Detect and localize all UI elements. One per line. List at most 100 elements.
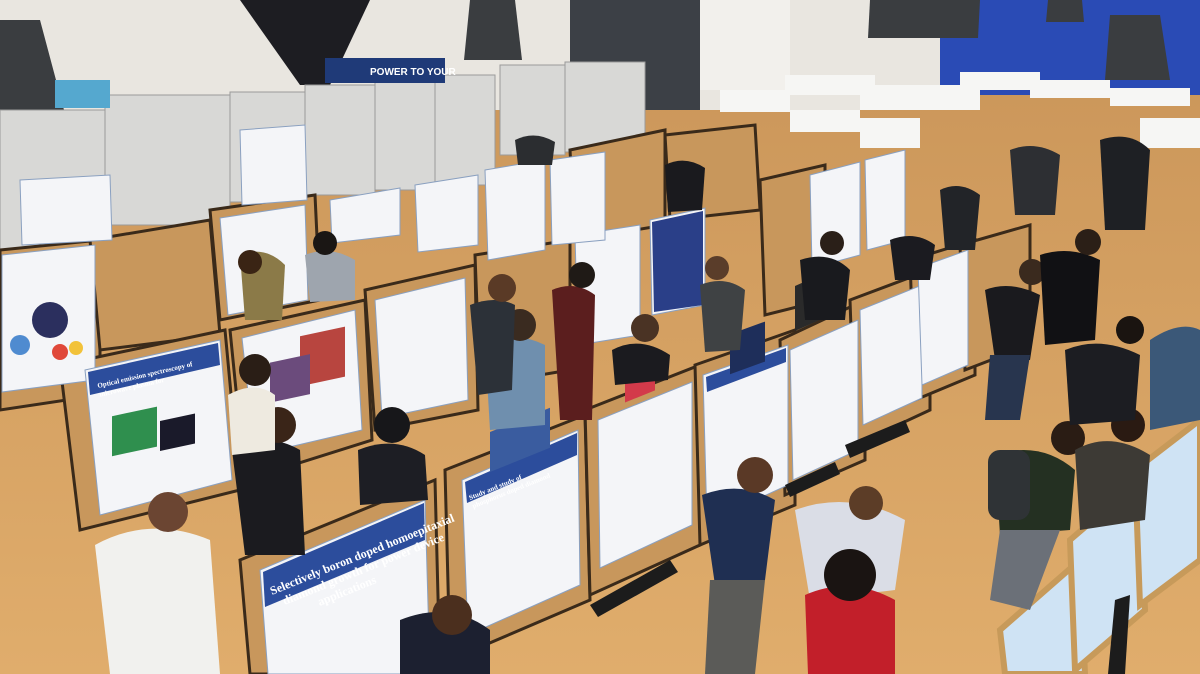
poster-figure (32, 302, 68, 338)
people (95, 135, 1200, 674)
tube (845, 420, 910, 458)
tube (785, 462, 840, 497)
poster-sheet (917, 249, 969, 386)
people (1065, 343, 1140, 425)
poster-sheet (484, 159, 546, 261)
banner-text: POWER TO YOUR (370, 67, 457, 78)
banner-box (55, 80, 110, 108)
right-board (996, 553, 1089, 674)
people (702, 488, 775, 585)
poster-header (706, 348, 786, 392)
people (985, 286, 1040, 360)
people (239, 354, 271, 386)
people (95, 528, 220, 674)
people (824, 549, 876, 601)
poster-header (652, 211, 703, 312)
people (313, 231, 337, 255)
poster-figure (112, 406, 157, 457)
people (1150, 326, 1200, 430)
people (737, 457, 773, 493)
people (1100, 136, 1150, 230)
room (700, 0, 790, 90)
table (720, 90, 790, 112)
lamp (1105, 15, 1170, 80)
people (552, 286, 595, 420)
back-board (104, 94, 231, 226)
poster-figure (160, 413, 195, 451)
tube (1108, 595, 1130, 674)
poster-figure (52, 344, 68, 360)
table (785, 75, 875, 95)
back-board (434, 74, 496, 186)
poster-figure (270, 354, 310, 403)
back-board (374, 79, 436, 191)
poster-figure (69, 341, 83, 355)
people (890, 236, 935, 280)
poster-sheet (374, 277, 469, 419)
people (1040, 251, 1100, 345)
poster-sheet (597, 381, 693, 569)
back-board (304, 84, 376, 196)
people (820, 231, 844, 255)
people (800, 256, 850, 320)
people (705, 256, 729, 280)
people (1051, 421, 1085, 455)
table (860, 118, 920, 148)
tube (590, 560, 678, 617)
people (985, 355, 1030, 420)
people (1116, 316, 1144, 344)
people (988, 450, 1030, 520)
table (960, 72, 1040, 90)
poster-sheet (859, 284, 923, 426)
poster-header (465, 433, 577, 503)
poster-figure (10, 335, 30, 355)
poster-sheet (864, 149, 906, 251)
poster-sheet (414, 174, 479, 253)
people (488, 274, 516, 302)
poster-sheet (239, 124, 308, 206)
people (374, 407, 410, 443)
people (305, 251, 355, 302)
lamp (464, 0, 522, 60)
people (805, 586, 895, 674)
people (1075, 229, 1101, 255)
tables (720, 72, 1200, 148)
people (432, 595, 472, 635)
poster-header (88, 343, 220, 395)
people (631, 314, 659, 342)
people (228, 387, 275, 455)
table (1140, 118, 1200, 148)
people (470, 300, 515, 395)
lamp (868, 0, 980, 38)
right-board (1131, 416, 1200, 611)
tubes (590, 420, 1130, 674)
people (705, 580, 765, 674)
banner-box (325, 58, 445, 83)
people (569, 262, 595, 288)
people (1019, 259, 1045, 285)
people (700, 281, 745, 352)
people (148, 492, 188, 532)
lamp (1046, 0, 1084, 22)
table (1030, 80, 1110, 98)
poster-sheet (19, 174, 113, 246)
people (358, 443, 428, 505)
table (1110, 88, 1190, 106)
poster-sheet (549, 151, 606, 246)
poster-headers (88, 211, 786, 607)
people (515, 135, 555, 165)
table (790, 110, 860, 132)
poster-sheet (329, 187, 401, 244)
people (238, 250, 262, 274)
people (232, 440, 305, 555)
people (990, 530, 1060, 610)
people (665, 160, 705, 212)
poster-header (263, 503, 425, 607)
poster-figure (300, 326, 345, 387)
people (1075, 441, 1150, 530)
people (849, 486, 883, 520)
people (612, 343, 670, 385)
people (1010, 146, 1060, 215)
